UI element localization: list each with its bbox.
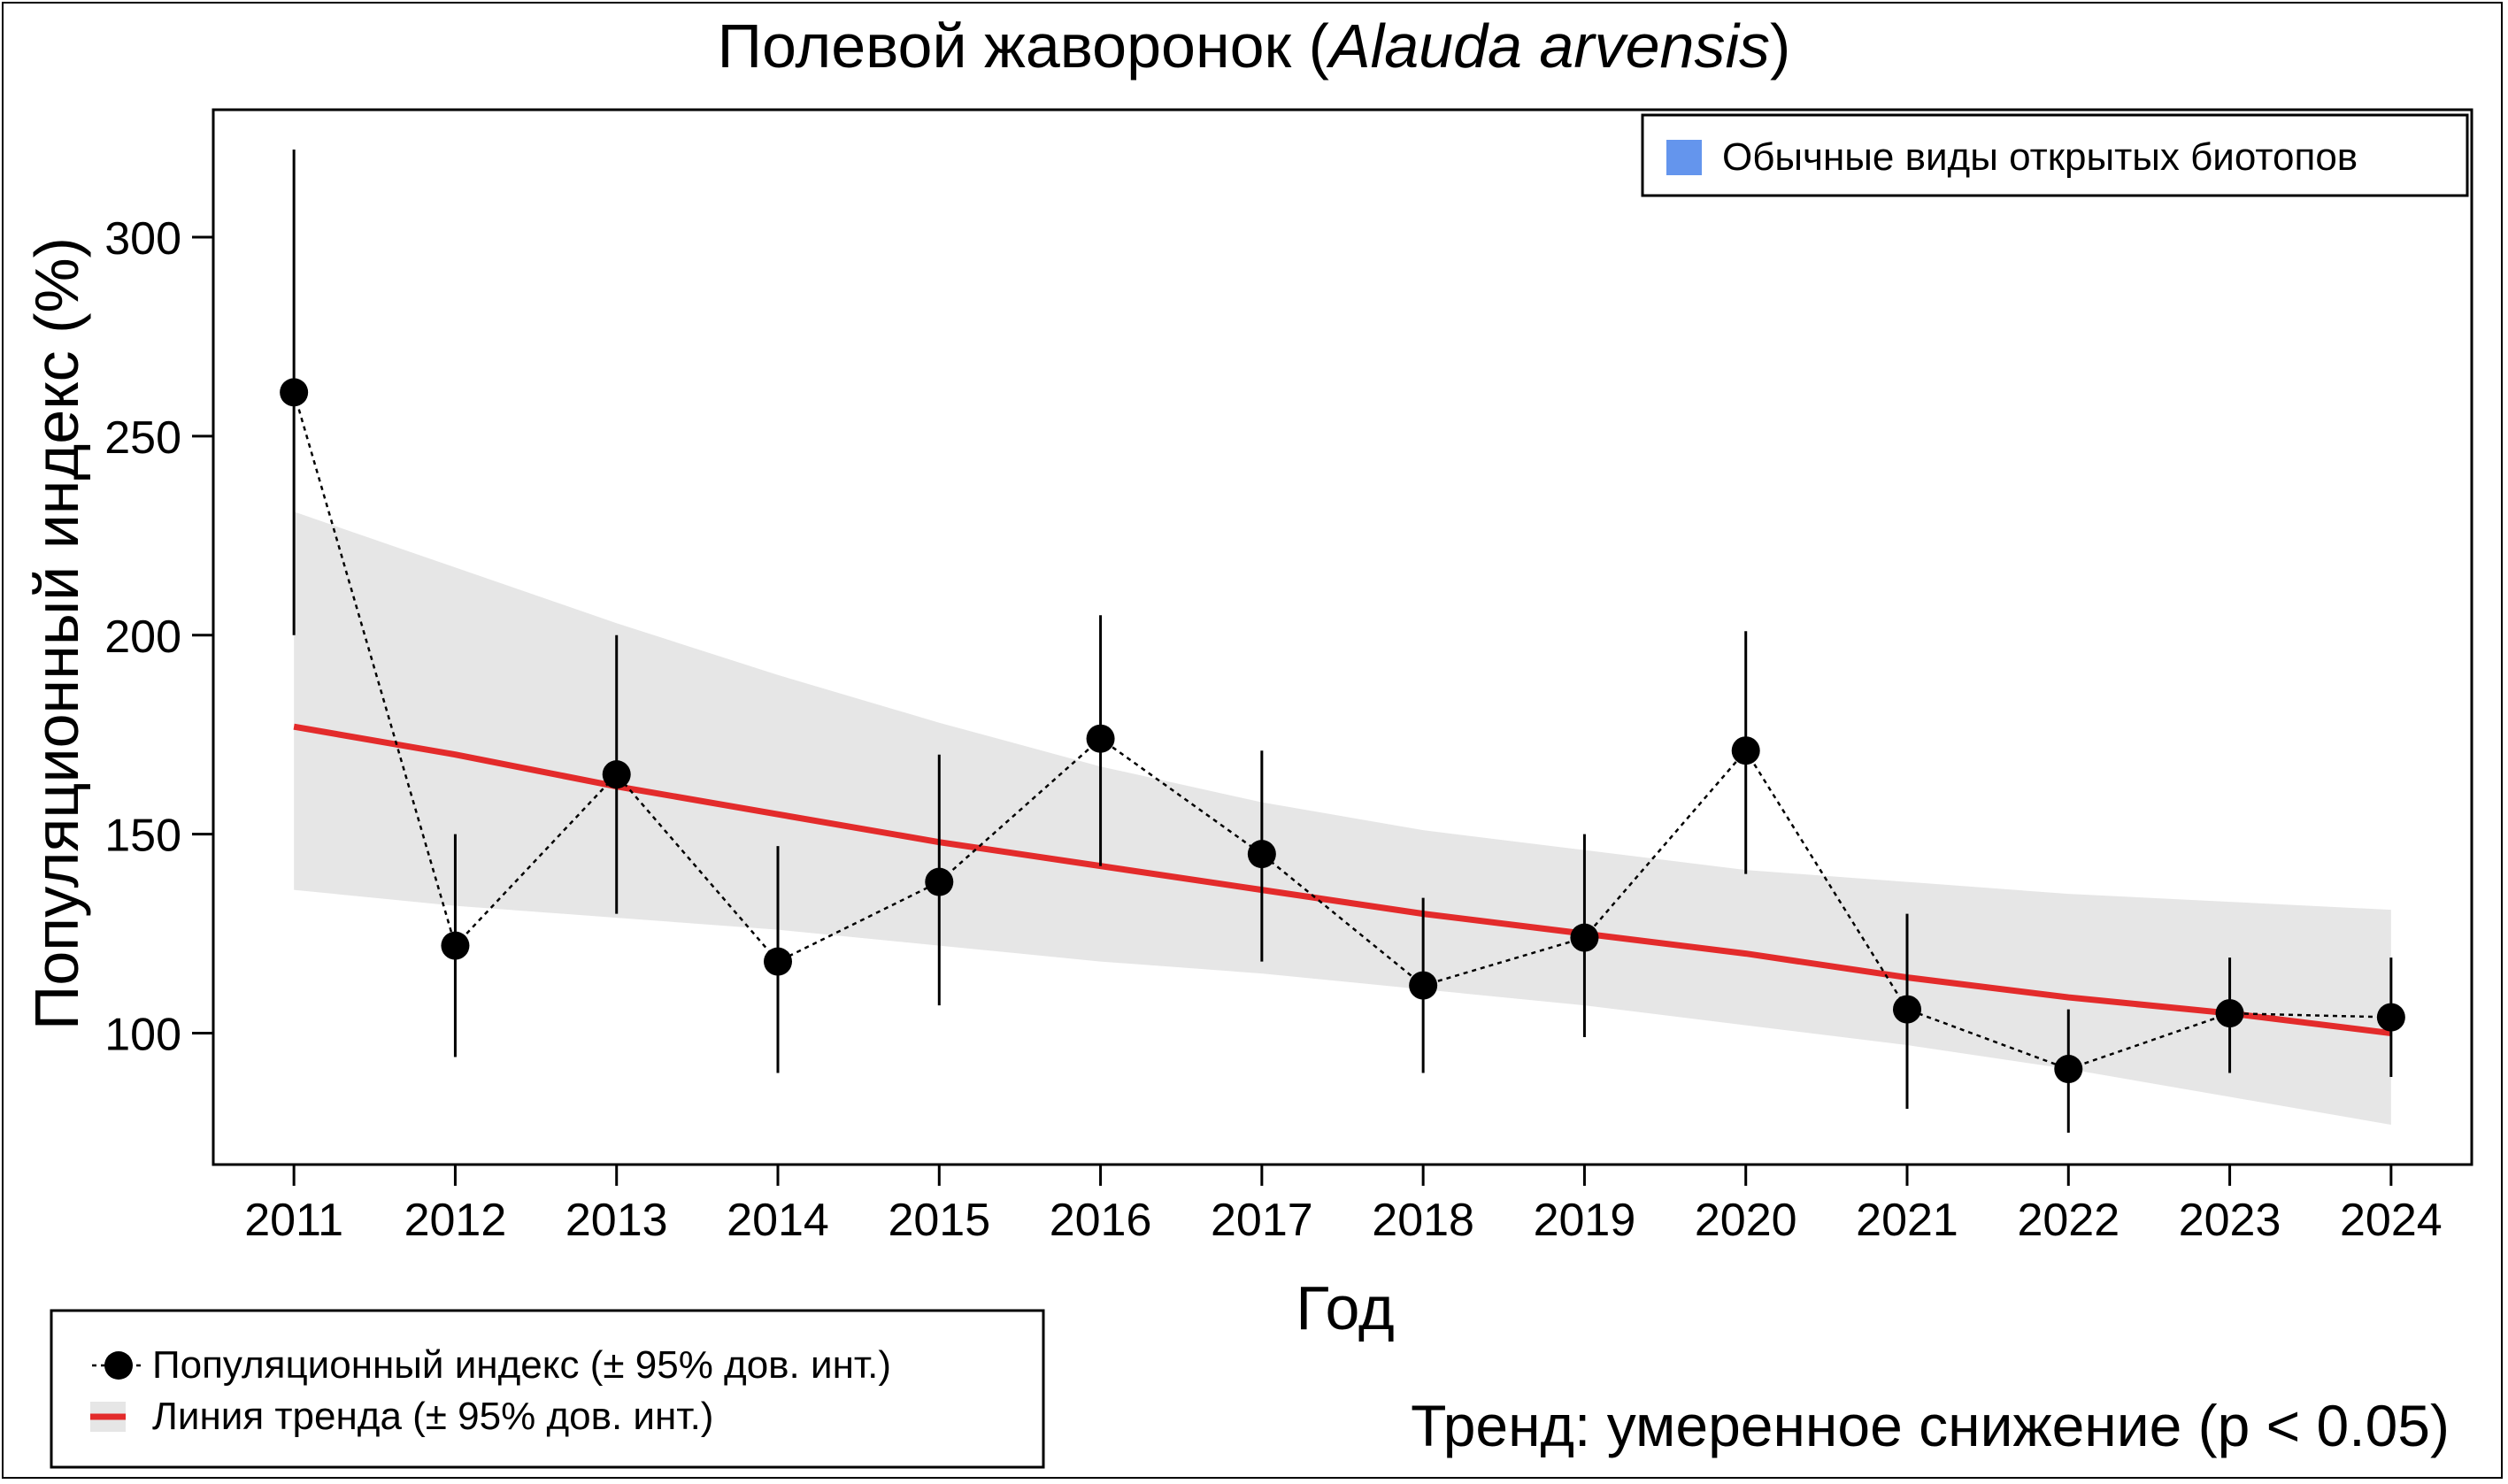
data-point-2023 bbox=[2215, 999, 2244, 1028]
x-tick-label-2019: 2019 bbox=[1534, 1195, 1636, 1246]
x-tick-label-2023: 2023 bbox=[2179, 1195, 2281, 1246]
x-tick-label-2022: 2022 bbox=[2017, 1195, 2119, 1246]
x-tick-label-2011: 2011 bbox=[244, 1195, 343, 1246]
legend-bottom: Популяционный индекс (± 95% дов. инт.) Л… bbox=[50, 1309, 1045, 1469]
x-tick-label-2021: 2021 bbox=[1856, 1195, 1958, 1246]
trend-ci-band-layer bbox=[294, 511, 2391, 1126]
y-tick-label-250: 250 bbox=[104, 412, 181, 464]
data-point-2017 bbox=[1247, 840, 1276, 869]
plot-area bbox=[212, 108, 2473, 1166]
data-point-2014 bbox=[764, 947, 792, 976]
axes-layer: 2011 2012 2013 2014 2015 2016 2017 2018 2019 2020… bbox=[104, 213, 2442, 1246]
trend-ci-band bbox=[294, 511, 2391, 1126]
legend-top: Обычные виды открытых биотопов bbox=[1641, 113, 2469, 197]
legend-index-label: Популяционный индекс (± 95% дов. инт.) bbox=[152, 1343, 891, 1387]
data-point-2016 bbox=[1086, 724, 1115, 753]
title-prefix: Полевой жаворонок ( bbox=[718, 12, 1329, 81]
x-tick-label-2020: 2020 bbox=[1695, 1195, 1797, 1246]
legend-trend-label: Линия тренда (± 95% дов. инт.) bbox=[152, 1395, 713, 1438]
legend-bottom-box bbox=[50, 1309, 1045, 1469]
trend-line-layer bbox=[293, 723, 2392, 1037]
legend-top-swatch bbox=[1666, 140, 1702, 175]
data-point-2024 bbox=[2376, 1003, 2405, 1032]
data-point-2021 bbox=[1893, 995, 1921, 1024]
x-tick-label-2024: 2024 bbox=[2340, 1195, 2443, 1246]
data-point-2019 bbox=[1570, 923, 1599, 952]
x-tick-label-2017: 2017 bbox=[1211, 1195, 1313, 1246]
data-point-2020 bbox=[1731, 736, 1760, 765]
x-tick-label-2016: 2016 bbox=[1050, 1195, 1152, 1246]
data-point-2018 bbox=[1409, 971, 1438, 1000]
data-point-2011 bbox=[280, 378, 309, 407]
x-axis-label: Год bbox=[1296, 1273, 1394, 1342]
trend-status-text: Тренд: умеренное снижение (p < 0.05) bbox=[1411, 1393, 2450, 1458]
legend-index-marker bbox=[104, 1351, 133, 1380]
data-point-2022 bbox=[2054, 1055, 2083, 1084]
index-dotted-line bbox=[292, 392, 2391, 1071]
x-tick-label-2015: 2015 bbox=[888, 1195, 990, 1246]
title-suffix: ) bbox=[1770, 12, 1790, 81]
y-tick-label-300: 300 bbox=[104, 213, 181, 265]
legend-top-label: Обычные виды открытых биотопов bbox=[1722, 135, 2358, 179]
x-tick-label-2018: 2018 bbox=[1372, 1195, 1474, 1246]
data-point-2012 bbox=[441, 931, 470, 960]
legend-top-box bbox=[1641, 113, 2469, 197]
x-tick-label-2014: 2014 bbox=[727, 1195, 829, 1246]
title-latin: Alauda arvensis bbox=[1326, 12, 1770, 81]
data-point-2015 bbox=[925, 867, 954, 896]
index-series-layer bbox=[280, 149, 2405, 1134]
x-tick-label-2012: 2012 bbox=[404, 1195, 507, 1246]
data-point-2013 bbox=[602, 760, 631, 789]
y-tick-label-150: 150 bbox=[104, 811, 181, 862]
trend-line bbox=[293, 723, 2392, 1037]
x-tick-label-2013: 2013 bbox=[565, 1195, 668, 1246]
y-tick-label-200: 200 bbox=[104, 611, 181, 663]
y-axis-label: Популяционный индекс (%) bbox=[22, 237, 91, 1030]
chart-title: Полевой жаворонок (Alauda arvensis) bbox=[718, 12, 1791, 81]
y-tick-label-100: 100 bbox=[104, 1010, 181, 1061]
